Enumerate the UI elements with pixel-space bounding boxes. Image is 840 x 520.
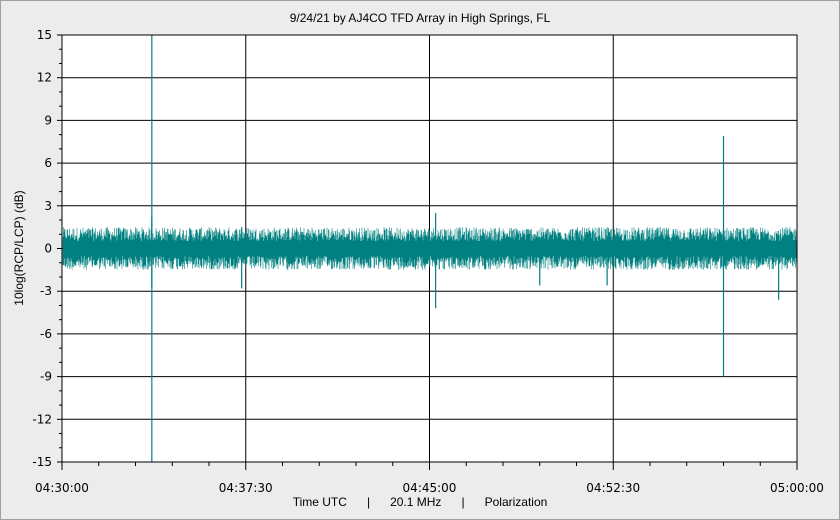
x-tick-label: 04:52:30 [586,481,640,495]
xlabel-sep-1: | [366,495,371,509]
y-tick-label: -9 [40,370,52,384]
y-tick-label: -6 [40,327,52,341]
y-tick-label: 12 [37,71,52,85]
y-tick-label: 3 [44,199,52,213]
chart-title: 9/24/21 by AJ4CO TFD Array in High Sprin… [289,11,551,25]
y-tick-label: -15 [32,455,52,469]
xlabel-sep-2: | [461,495,465,509]
y-tick-label: 9 [44,113,52,127]
y-tick-label: -12 [32,412,52,426]
series-noise [62,227,797,270]
y-tick-label: 6 [44,156,52,170]
x-tick-label: 04:37:30 [219,481,273,495]
x-axis-label: Time UTC | 20.1 MHz | Polarization [1,495,839,509]
xlabel-time: Time UTC [292,495,347,509]
series-group [62,35,797,462]
plot-border [61,34,798,463]
x-tick-label: 05:00:00 [770,481,824,495]
xlabel-freq: 20.1 MHz [390,495,442,509]
axes: 15 12 9 6 3 0 -3 -6 -9 -12 -15 04:30:00 04:37:30 04:4… [32,28,824,495]
y-tick-label: 0 [44,242,52,256]
x-tick-label: 04:45:00 [403,481,457,495]
y-tick-label: 15 [37,28,52,42]
y-tick-label: -3 [40,284,52,298]
x-tick-label: 04:30:00 [35,481,89,495]
xlabel-mode: Polarization [484,495,548,509]
